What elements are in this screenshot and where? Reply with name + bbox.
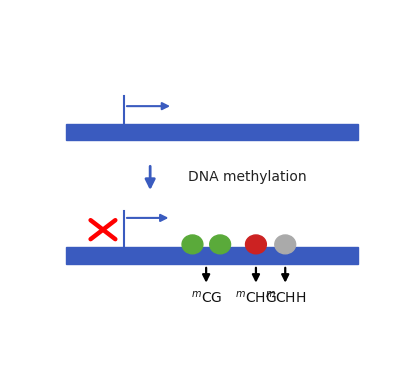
Text: $^{m}$CHG: $^{m}$CHG [235, 289, 277, 305]
Text: $^{m}$CG: $^{m}$CG [191, 289, 222, 305]
Circle shape [246, 235, 266, 254]
Circle shape [275, 235, 296, 254]
Text: DNA methylation: DNA methylation [189, 170, 307, 184]
Bar [66, 247, 359, 264]
Text: $^{m}$CHH: $^{m}$CHH [265, 289, 306, 305]
Bar [66, 124, 359, 140]
Circle shape [210, 235, 231, 254]
Circle shape [182, 235, 203, 254]
